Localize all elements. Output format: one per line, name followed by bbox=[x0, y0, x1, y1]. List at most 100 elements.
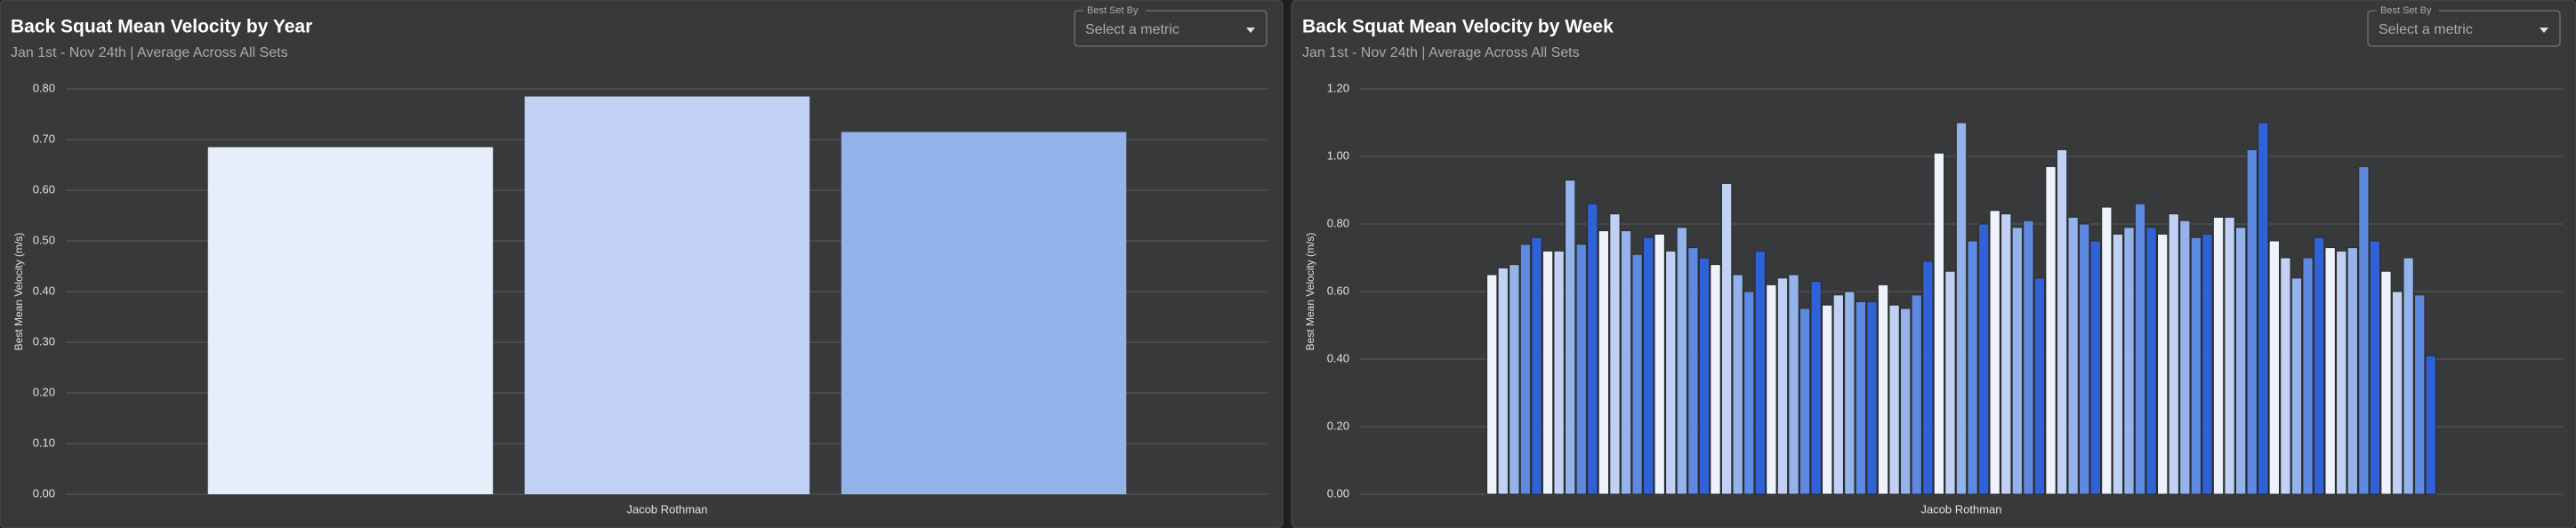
bar bbox=[1822, 304, 1833, 495]
dropdown-box[interactable] bbox=[2367, 10, 2561, 47]
y-tick-label: 0.50 bbox=[33, 233, 55, 246]
y-tick-label: 1.00 bbox=[1327, 148, 1349, 162]
bar bbox=[2280, 257, 2291, 495]
bar bbox=[1732, 274, 1743, 495]
bar bbox=[1553, 250, 1565, 495]
bar bbox=[2380, 270, 2392, 495]
metric-dropdown[interactable]: Best Set By Select a metric bbox=[1074, 5, 1268, 47]
bar bbox=[1587, 203, 1598, 495]
y-tick-label: 0.70 bbox=[33, 132, 55, 145]
bar bbox=[2290, 277, 2303, 495]
bar bbox=[2000, 213, 2012, 495]
bar bbox=[1698, 257, 1711, 495]
bar bbox=[1531, 236, 1542, 495]
bar bbox=[2123, 227, 2135, 495]
metric-dropdown[interactable]: Best Set By Select a metric bbox=[2367, 5, 2561, 47]
bar bbox=[1542, 250, 1554, 495]
bar bbox=[1609, 213, 1621, 495]
y-tick-label: 0.80 bbox=[1327, 216, 1349, 229]
bar bbox=[1720, 182, 1733, 495]
bar bbox=[1654, 233, 1665, 495]
y-tick-label: 0.00 bbox=[33, 486, 55, 500]
bar bbox=[1810, 281, 1822, 495]
bar bbox=[1877, 284, 1889, 495]
y-tick-label: 0.20 bbox=[1327, 419, 1349, 432]
dropdown-arrow bbox=[2540, 28, 2548, 33]
bar bbox=[2369, 240, 2381, 495]
bar bbox=[1754, 250, 1766, 495]
bar bbox=[1944, 270, 1956, 495]
bar bbox=[2336, 250, 2347, 495]
bar bbox=[1565, 180, 1576, 495]
bar bbox=[1710, 264, 1721, 495]
bar bbox=[2258, 122, 2269, 495]
bar bbox=[2190, 236, 2202, 495]
dropdown-label: Best Set By bbox=[2380, 5, 2432, 16]
bar bbox=[1665, 250, 1677, 495]
bar bbox=[1776, 277, 1789, 495]
y-tick-label: 0.20 bbox=[33, 385, 55, 398]
bar bbox=[1855, 300, 1867, 495]
dropdown-label-bg bbox=[2377, 5, 2439, 16]
bar bbox=[2134, 203, 2146, 495]
bar bbox=[2067, 216, 2079, 495]
bar bbox=[1922, 260, 1934, 495]
bar bbox=[2023, 220, 2034, 495]
bar bbox=[1575, 244, 1587, 495]
bar bbox=[2224, 216, 2235, 495]
y-tick-label: 0.10 bbox=[33, 436, 55, 449]
bar bbox=[2045, 165, 2057, 495]
dropdown-arrow bbox=[1246, 28, 1255, 33]
bar bbox=[1799, 308, 1811, 495]
bar bbox=[1967, 240, 1978, 495]
bar bbox=[2056, 148, 2068, 495]
bar bbox=[2302, 257, 2314, 495]
dropdown-placeholder: Select a metric bbox=[2379, 22, 2473, 37]
bar bbox=[2358, 165, 2370, 495]
bar bbox=[1844, 291, 1856, 495]
bar bbox=[1989, 210, 2000, 495]
y-tick-label: 0.60 bbox=[33, 182, 55, 196]
bar bbox=[1620, 230, 1632, 495]
dropdown-label-bg bbox=[1083, 5, 1146, 16]
bar bbox=[207, 147, 494, 495]
bar bbox=[2157, 233, 2169, 495]
dropdown-box[interactable] bbox=[1074, 10, 1268, 47]
divider bbox=[1283, 0, 1292, 528]
bar bbox=[2179, 220, 2191, 495]
y-tick-label: 0.60 bbox=[1327, 284, 1349, 297]
bar bbox=[2168, 213, 2179, 495]
bar bbox=[1519, 244, 1532, 495]
bar bbox=[2246, 148, 2258, 495]
bar bbox=[1866, 300, 1878, 495]
bar bbox=[2112, 233, 2124, 495]
y-tick-label: 0.00 bbox=[1327, 486, 1349, 500]
bar bbox=[1598, 230, 1610, 495]
dropdown-label: Best Set By bbox=[1087, 5, 1139, 16]
bar bbox=[841, 132, 1127, 494]
chart-title: Back Squat Mean Velocity by Year bbox=[11, 17, 312, 37]
bar bbox=[2313, 236, 2325, 495]
x-tick-label: Jacob Rothman bbox=[626, 502, 707, 516]
y-tick-label: 0.30 bbox=[33, 334, 55, 348]
bar bbox=[2145, 227, 2157, 495]
bar bbox=[1977, 223, 1990, 495]
y-axis-label: Best Mean Velocity (m/s) bbox=[12, 233, 25, 351]
bar bbox=[2101, 206, 2113, 495]
dropdown-placeholder: Select a metric bbox=[1085, 22, 1179, 37]
bar bbox=[2011, 227, 2023, 495]
y-tick-label: 1.20 bbox=[1327, 81, 1349, 94]
bar bbox=[2268, 240, 2280, 495]
chart-subtitle: Jan 1st - Nov 24th | Average Across All … bbox=[11, 45, 288, 60]
bar bbox=[1676, 227, 1688, 495]
bar bbox=[1509, 264, 1520, 495]
bar bbox=[2403, 257, 2414, 495]
bar bbox=[524, 96, 810, 495]
bar bbox=[1788, 274, 1799, 495]
bar bbox=[2347, 247, 2358, 495]
bar bbox=[2391, 291, 2403, 495]
y-tick-label: 0.40 bbox=[33, 284, 55, 297]
bar bbox=[1687, 247, 1699, 495]
bar bbox=[1888, 304, 1900, 495]
